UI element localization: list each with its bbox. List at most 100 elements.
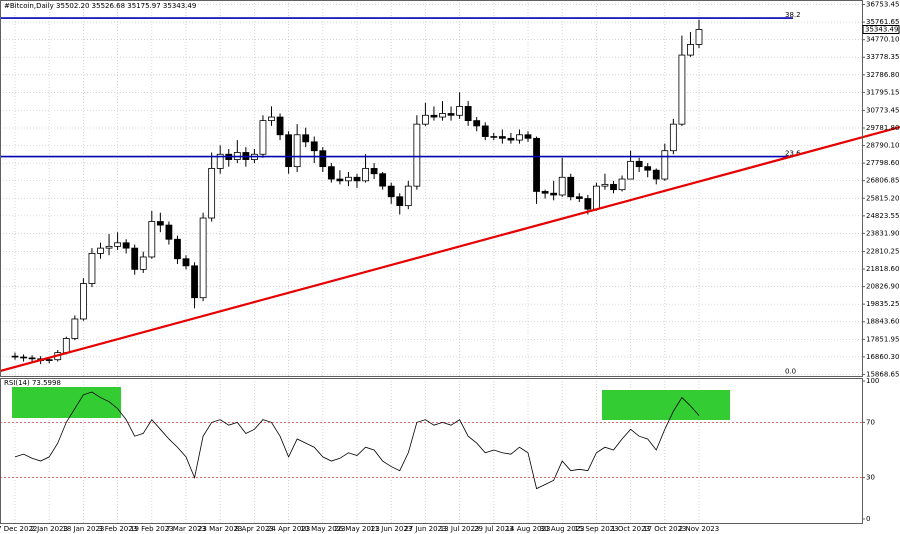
candle-body xyxy=(644,166,652,171)
candle-body xyxy=(199,217,207,299)
candle-body xyxy=(430,114,438,118)
candle-body xyxy=(216,153,224,169)
candle-body xyxy=(310,141,318,152)
y-tick-label: 30 xyxy=(866,474,875,482)
x-tick-label: 24 Apr 2023 xyxy=(267,525,310,533)
y-tick-label: 17851.95 xyxy=(866,335,899,343)
rsi-title: RSI(14) 73.5998 xyxy=(4,379,61,387)
candle-body xyxy=(627,160,634,180)
rsi-line xyxy=(14,391,700,490)
x-tick-label: 19 Feb 2023 xyxy=(130,525,174,533)
y-tick-label: 36753.45 xyxy=(866,1,899,9)
y-tick-label: 20826.90 xyxy=(866,283,899,291)
grid xyxy=(0,0,862,524)
x-tick-label: 27 Jun 2023 xyxy=(404,525,446,533)
candle-body xyxy=(45,359,53,361)
y-tick-label: 29781.80 xyxy=(866,124,899,132)
candle-body xyxy=(191,265,198,299)
fib-label: 38.2 xyxy=(785,11,801,19)
y-tick-label: 25815.20 xyxy=(866,194,899,202)
candle-body xyxy=(524,134,532,139)
candle-body xyxy=(575,196,583,199)
x-tick-label: 14 Aug 2023 xyxy=(506,525,551,533)
chart-title: #Bitcoin,Daily 35502.20 35526.68 35175.9… xyxy=(4,2,196,10)
x-tick-label: 11 Jun 2023 xyxy=(370,525,412,533)
x-tick-label: 23 Mar 2023 xyxy=(198,525,242,533)
candle-body xyxy=(669,123,677,152)
x-tick-label: 15 Sep 2023 xyxy=(574,525,618,533)
candle-body xyxy=(601,183,609,187)
candle-body xyxy=(687,44,694,56)
candle-body xyxy=(507,137,515,141)
x-tick-label: 2 Nov 2023 xyxy=(679,525,719,533)
y-tick-label: 18843.60 xyxy=(866,318,899,326)
candle-body xyxy=(618,178,626,191)
y-tick-label: 31795.15 xyxy=(866,88,899,96)
candle-body xyxy=(131,247,139,270)
candle-body xyxy=(80,283,87,320)
candle-body xyxy=(533,137,540,192)
x-tick-label: 3 Feb 2023 xyxy=(98,525,137,533)
candle-body xyxy=(456,106,464,116)
trendline xyxy=(0,125,900,373)
fib-label: 0.0 xyxy=(785,367,796,375)
x-tick-label: 17 Oct 2023 xyxy=(643,525,686,533)
highlight-box xyxy=(12,387,121,418)
candle-body xyxy=(379,173,387,187)
y-tick-label: 0 xyxy=(866,515,870,523)
x-tick-label: 10 May 2023 xyxy=(300,525,346,533)
y-tick-label: 27798.60 xyxy=(866,159,899,167)
candle-body xyxy=(516,134,523,141)
y-tick-label: 35761.65 xyxy=(866,18,899,26)
candle-body xyxy=(174,238,181,260)
y-tick-label: 21818.60 xyxy=(866,265,899,273)
candle-body xyxy=(302,134,310,143)
current-price-label: 35343.49 xyxy=(865,26,898,34)
candle-body xyxy=(593,185,600,210)
y-tick-label: 23831.90 xyxy=(866,229,899,237)
rsi-panel-border xyxy=(0,378,863,524)
x-tick-label: 2 Jan 2023 xyxy=(30,525,68,533)
candle-body xyxy=(71,318,79,339)
candle-body xyxy=(327,166,335,180)
x-tick-label: 1 Oct 2023 xyxy=(611,525,650,533)
candle-body xyxy=(156,221,164,226)
candle-body xyxy=(652,169,660,180)
candle-body xyxy=(259,120,267,155)
candle-body xyxy=(319,150,327,168)
candle-body xyxy=(550,192,558,196)
candle-body xyxy=(498,136,506,139)
candle-body xyxy=(541,191,549,194)
candle-body xyxy=(276,116,284,136)
candle-body xyxy=(208,168,216,219)
candle-body xyxy=(88,253,96,284)
x-tick-label: 30 Aug 2023 xyxy=(540,525,585,533)
candle-body xyxy=(122,242,130,249)
candle-body xyxy=(28,357,36,360)
candle-body xyxy=(182,258,190,267)
highlight-box xyxy=(602,390,730,420)
y-tick-label: 33778.35 xyxy=(866,53,899,61)
candle-body xyxy=(105,245,113,249)
price-panel-border xyxy=(0,0,863,377)
candle-body xyxy=(387,185,395,198)
x-tick-label: 8 Apr 2023 xyxy=(235,525,274,533)
candle-body xyxy=(558,176,566,196)
y-tick-label: 16860.30 xyxy=(866,353,899,361)
x-tick-label: 7 Mar 2023 xyxy=(166,525,206,533)
candle-body xyxy=(584,198,592,210)
y-tick-label: 32786.80 xyxy=(866,71,899,79)
candle-body xyxy=(293,134,301,168)
fib-label: 23.6 xyxy=(785,150,801,158)
candle-body xyxy=(148,221,156,258)
candle-body xyxy=(635,160,643,168)
y-tick-label: 28790.10 xyxy=(866,142,899,150)
price-marker xyxy=(862,25,900,35)
candle-body xyxy=(439,113,446,118)
candle-body xyxy=(97,247,104,254)
y-tick-label: 70 xyxy=(866,418,875,426)
x-tick-label: 26 May 2023 xyxy=(334,525,380,533)
y-tick-label: 19835.25 xyxy=(866,300,899,308)
candle-body xyxy=(413,123,421,187)
